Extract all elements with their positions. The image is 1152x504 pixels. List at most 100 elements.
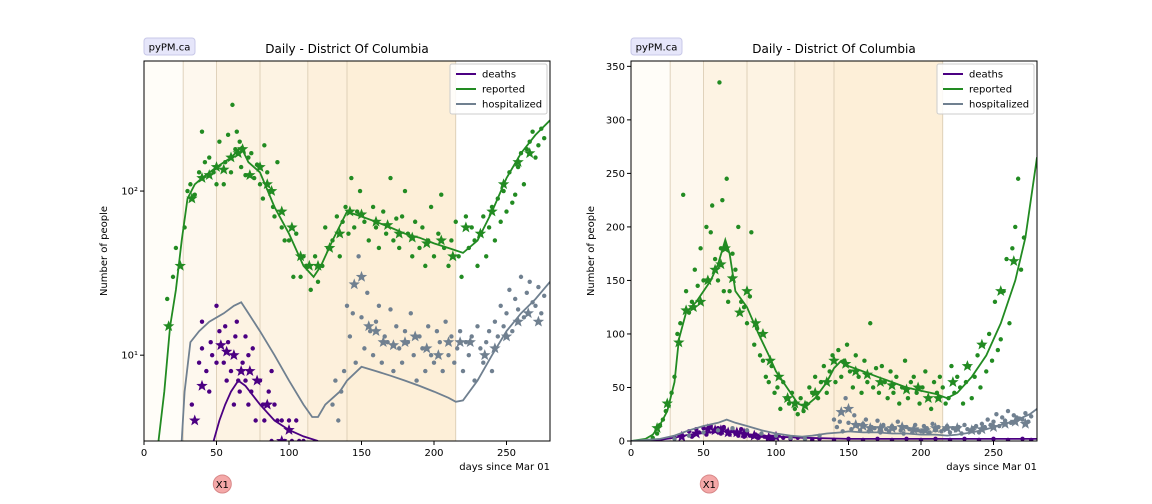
hospitalized-dot [701,430,706,435]
phase-band [216,61,260,441]
reported-dot [420,225,425,230]
phase-shading [631,61,944,441]
deaths-dot [231,402,237,407]
hospitalized-dot [388,307,393,312]
hospitalized-dot [481,360,486,365]
deaths-star [702,423,714,435]
hospitalized-star [966,424,978,436]
legend-label-reported: reported [482,85,525,96]
hospitalized-dot [849,427,854,432]
series-hospitalized [180,254,550,441]
hospitalized-star [835,406,847,417]
plot-frame [143,60,551,442]
reported-star [947,376,959,387]
x-tick-label: 150 [352,448,371,459]
badge-box [143,37,196,56]
reported-star [976,338,988,350]
reported-dot [308,287,313,293]
reported-star [261,178,273,190]
hospitalized-dot [973,423,979,429]
reported-dot [931,379,937,385]
hospitalized-star [399,336,411,348]
hospitalized-dot [759,431,764,436]
reported-dot [839,374,844,379]
deaths-star [215,339,227,351]
hospitalized-star [489,342,501,354]
reported-dot [173,245,179,251]
deaths-star [228,349,240,361]
reported-dot [265,170,270,175]
reported-dot [315,279,321,284]
reported-dot [914,390,919,396]
hospitalized-dot [1000,415,1005,420]
hospitalized-dot [478,346,483,351]
reported-dot [370,204,376,210]
series-reported [157,102,550,441]
hospitalized-star [908,423,920,435]
hospitalized-dot [533,303,538,308]
y-axis: 0 50 100 150 200 250 300 350 Number of people [586,62,631,448]
reported-dot [801,408,806,414]
hospitalized-star [896,421,908,432]
reported-dot [286,238,292,243]
reported-dot [230,102,235,108]
hospitalized-star [442,336,455,348]
badge-box [630,37,683,56]
reported-dot [844,342,850,347]
reported-star [839,357,852,369]
phase-band [703,61,747,441]
x-tick-label: 0 [141,448,147,459]
hospitalized-dot [1005,408,1011,414]
hospitalized-dot [510,328,515,334]
hospitalized-dot [881,422,886,428]
hospitalized-star [363,320,375,332]
series-deaths [189,303,319,441]
plot-area [157,102,550,441]
x-tick-label: 200 [911,448,930,459]
reported-dot [975,353,980,358]
legend: deaths reported hospitalized [449,63,548,115]
deaths-star [715,424,727,436]
reported-dot [439,192,444,197]
reported-dot [888,369,893,374]
hospitalized-dot [843,395,848,401]
reported-star [821,376,833,387]
deaths-dot [243,334,248,339]
phase-band [347,61,456,441]
reported-dot [989,358,995,363]
hospitalized-dot [489,368,495,374]
deaths-line [212,379,319,441]
reported-dot [1015,176,1021,181]
y-tick-label: 0 [619,437,625,448]
hospitalized-star [850,418,862,430]
reported-star [900,383,913,395]
reported-dot [217,139,222,144]
reported-star [781,392,794,404]
hospitalized-dot [411,352,416,358]
reported-star [886,379,898,391]
reported-dot [279,225,284,230]
chart-panel-left: 0 50 100 150 200 250 days since Mar 01 10¹ 10² Nu… [99,37,551,494]
hospitalized-dot [440,368,445,374]
hospitalized-dot [475,324,480,329]
reported-dot [775,385,780,390]
y-axis: 10¹ 10² Number of people [99,187,144,362]
reported-dot [721,288,726,294]
reported-dot [431,254,437,259]
reported-star [757,327,769,339]
reported-star [294,250,307,262]
deaths-dot [272,402,277,407]
reported-dot [724,176,729,181]
x-tick-label: 50 [210,448,223,459]
hospitalized-star [377,336,389,348]
reported-dot [513,192,518,197]
hospitalized-dot [379,360,384,365]
reported-dot [1018,267,1024,272]
reported-dot [681,192,686,198]
reported-star [370,215,382,227]
hospitalized-star [432,349,445,361]
reported-dot [795,412,800,417]
hospitalized-dot [831,417,837,422]
y-axis-label: Number of people [586,206,597,296]
reported-star [186,192,198,204]
